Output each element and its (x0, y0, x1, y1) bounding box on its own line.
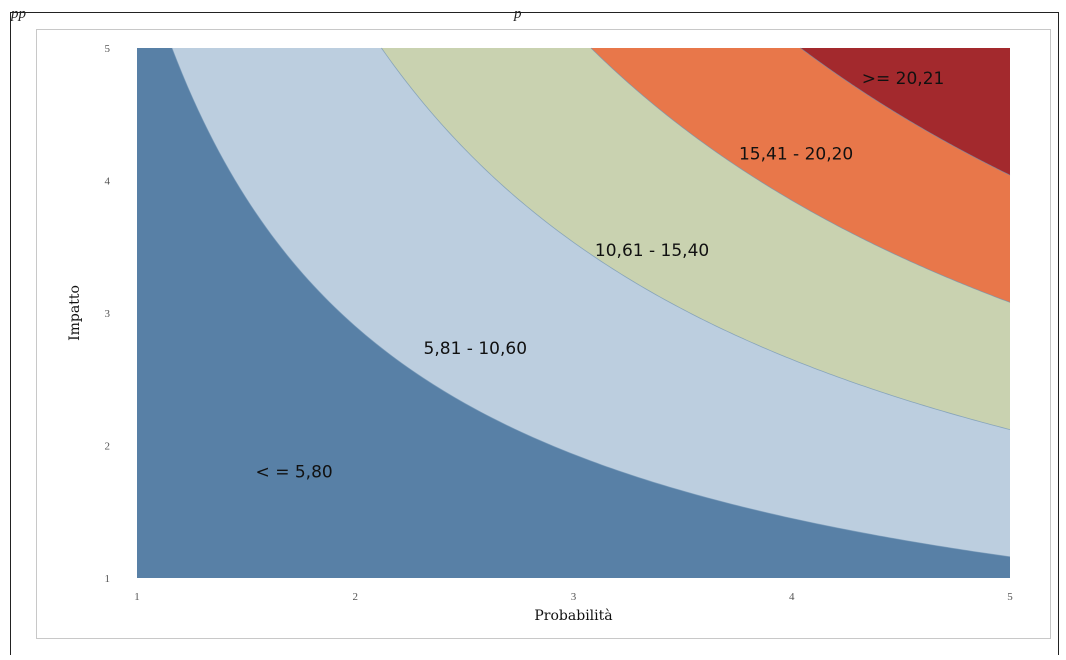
zone-label-4: 15,41 - 20,20 (739, 144, 853, 164)
labels-layer: < = 5,80 5,81 - 10,60 10,61 - 15,40 15,41 -… (256, 69, 945, 483)
ticks-layer: 1 2 3 4 5 1 2 3 4 5 (105, 43, 1014, 603)
caption-fragment-1: pp (11, 6, 26, 22)
risk-contour-chart: 1 2 3 4 5 1 2 3 4 5 < = 5,80 5,81 - 10,60 10,61 - 1… (67, 43, 1014, 624)
y-axis-label: Impatto (67, 285, 83, 341)
boundaries-layer (171, 47, 1011, 558)
x-tick-label: 4 (789, 591, 795, 603)
zones-layer (137, 48, 1011, 578)
caption-fragment-2: p (514, 6, 522, 22)
page-frame: pp p (10, 6, 1059, 655)
x-axis-label: Probabilità (534, 607, 612, 624)
zone-label-5: >= 20,21 (862, 69, 945, 89)
y-tick-label: 1 (105, 573, 111, 585)
zone-label-2: 5,81 - 10,60 (424, 339, 527, 359)
x-tick-label: 5 (1007, 591, 1013, 603)
x-tick-label: 1 (134, 591, 140, 603)
clipped-caption: pp p (11, 6, 1010, 22)
zone-band-5 (800, 48, 1010, 176)
contour-line-3 (590, 47, 1011, 303)
y-tick-label: 2 (105, 441, 111, 453)
contour-line-4 (800, 47, 1011, 176)
contour-line-1 (171, 47, 1011, 558)
y-tick-label: 4 (105, 176, 111, 188)
zone-label-3: 10,61 - 15,40 (595, 241, 709, 261)
x-tick-label: 3 (571, 591, 577, 603)
y-tick-label: 3 (105, 308, 111, 320)
chart-area: 1 2 3 4 5 1 2 3 4 5 < = 5,80 5,81 - 10,60 10,61 - 1… (36, 29, 1051, 639)
y-tick-label: 5 (105, 43, 111, 55)
x-tick-label: 2 (353, 591, 359, 603)
zone-label-1: < = 5,80 (256, 462, 333, 482)
contour-line-2 (381, 47, 1011, 430)
